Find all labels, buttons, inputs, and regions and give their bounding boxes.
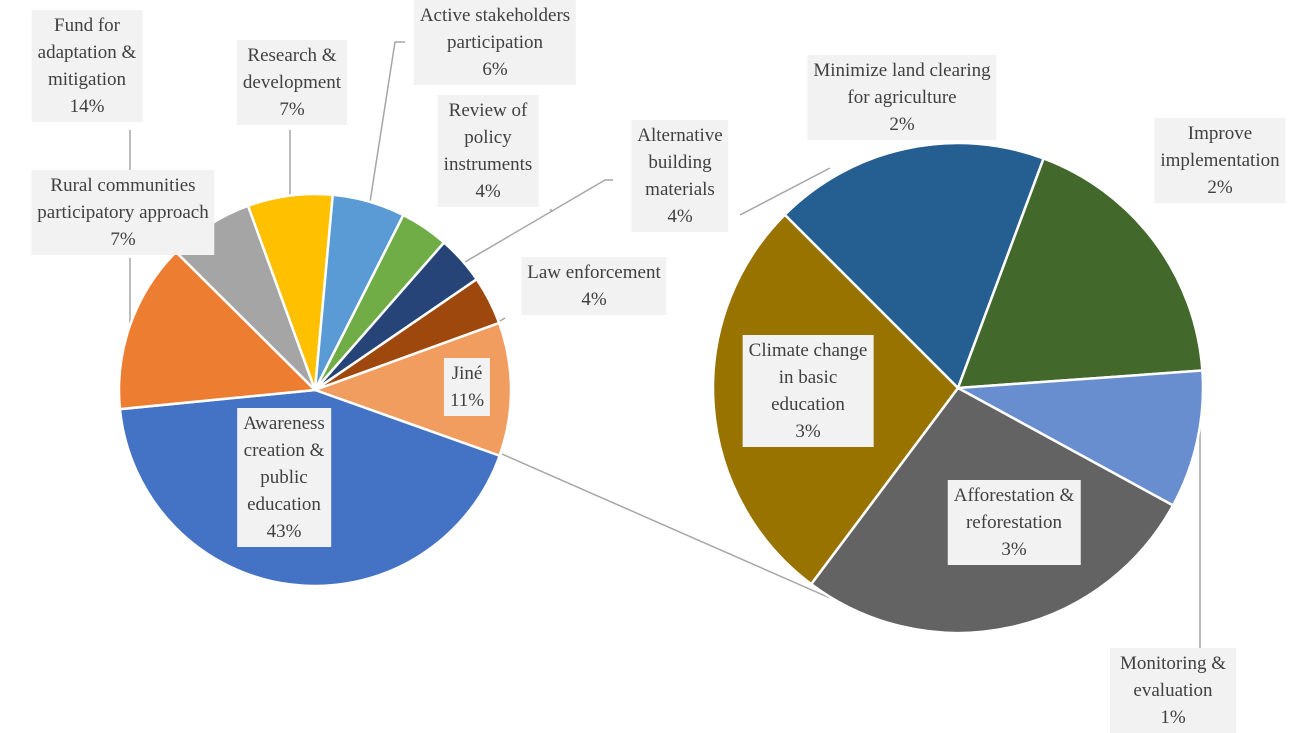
value-label: 1% [1160,707,1186,728]
chart: Research & development 7% Active stakehold… [31,0,1286,733]
category-label: Review of policy instruments [443,100,533,175]
value-label: 4% [581,289,607,310]
value-label: 3% [795,421,821,442]
data-label: Active stakeholders participation 6% [413,0,577,85]
data-label: Fund for adaptation & mitigation 14% [31,10,143,122]
leader-line [464,179,613,263]
data-label: Monitoring & evaluation 1% [1110,648,1236,733]
value-label: 6% [482,59,508,80]
leader-line [369,41,405,203]
value-label: 3% [1001,539,1027,560]
data-label: Law enforcement 4% [521,257,667,315]
chart-canvas [117,41,1205,648]
data-label: Alternative building materials 4% [631,120,729,232]
value-label: 4% [475,181,501,202]
data-label: Climate change in basic education 3% [742,335,874,447]
data-label: Jiné 11% [443,358,491,416]
data-label: Afforestation & reforestation 3% [947,480,1081,565]
value-label: 7% [279,99,305,120]
data-label: Research & development 7% [236,40,348,125]
connector-line [739,167,831,216]
value-label: 4% [667,206,693,227]
value-label: 11% [449,390,485,411]
pie-slice [953,369,1205,508]
pie-slice [311,321,513,458]
category-label: Jiné [451,363,483,384]
data-label: Minimize land clearing for agriculture 2% [807,55,997,140]
category-label: Awareness creation & public education [243,413,325,515]
category-label: Afforestation & reforestation [953,485,1075,533]
category-label: Active stakeholders participation [419,5,571,53]
category-label: Improve implementation [1160,123,1280,171]
value-label: 2% [889,114,915,135]
pie-slice [956,156,1204,390]
value-label: 7% [110,229,136,250]
value-label: 43% [266,521,302,542]
category-label: Minimize land clearing for agriculture [813,60,991,108]
category-label: Law enforcement [527,262,661,283]
category-label: Monitoring & evaluation [1119,653,1227,701]
data-label: Awareness creation & public education 43% [237,408,331,547]
category-label: Research & development [242,45,342,93]
category-label: Rural communities participatory approach [37,175,209,223]
value-label: 2% [1207,177,1233,198]
value-label: 14% [69,96,105,117]
data-label: Improve implementation 2% [1154,118,1286,203]
category-label: Alternative building materials [637,125,723,200]
pie-slice [782,141,1046,391]
data-label: Review of policy instruments 4% [437,95,539,207]
category-label: Fund for adaptation & mitigation [37,15,137,90]
connector-line [501,453,831,599]
pie-slice [117,250,318,411]
data-label: Rural communities participatory approach… [31,170,215,255]
category-label: Climate change in basic education [748,340,868,415]
